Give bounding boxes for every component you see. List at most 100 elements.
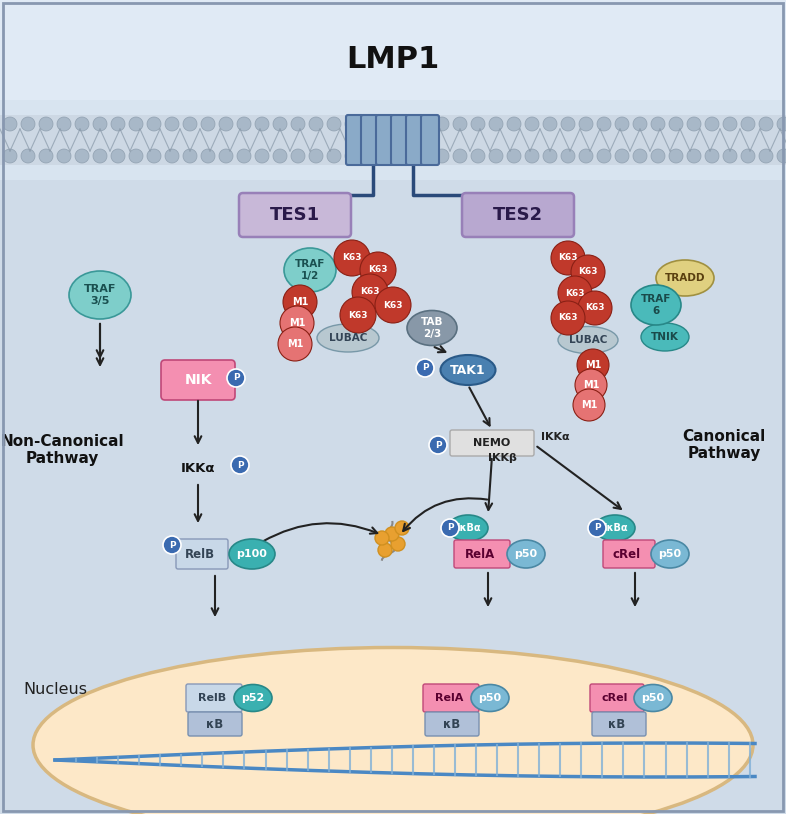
Circle shape [489, 149, 503, 163]
Text: K63: K63 [348, 310, 368, 320]
Circle shape [327, 149, 341, 163]
Circle shape [489, 117, 503, 131]
Text: p52: p52 [241, 693, 265, 703]
FancyBboxPatch shape [454, 540, 510, 568]
Circle shape [723, 117, 737, 131]
Circle shape [705, 149, 719, 163]
FancyBboxPatch shape [603, 540, 655, 568]
Bar [0, 0, 786, 120]
Circle shape [183, 117, 197, 131]
Text: p50: p50 [659, 549, 681, 559]
Circle shape [525, 117, 539, 131]
Circle shape [345, 149, 359, 163]
Circle shape [551, 241, 585, 275]
Circle shape [561, 149, 575, 163]
Circle shape [597, 117, 611, 131]
Circle shape [345, 117, 359, 131]
Text: P: P [421, 364, 428, 373]
Circle shape [375, 531, 389, 545]
Circle shape [378, 543, 392, 557]
Text: IκBα: IκBα [603, 523, 627, 533]
Text: K63: K63 [558, 313, 578, 322]
Ellipse shape [229, 539, 275, 569]
Circle shape [280, 306, 314, 340]
Text: TAK1: TAK1 [450, 364, 486, 377]
Text: cRel: cRel [602, 693, 628, 703]
FancyBboxPatch shape [423, 684, 479, 712]
Circle shape [705, 117, 719, 131]
Circle shape [237, 149, 251, 163]
FancyBboxPatch shape [462, 193, 574, 237]
Circle shape [417, 117, 431, 131]
Circle shape [165, 149, 179, 163]
Text: P: P [237, 461, 244, 470]
Text: P: P [169, 540, 175, 549]
Circle shape [57, 149, 71, 163]
Ellipse shape [641, 323, 689, 351]
Circle shape [571, 255, 605, 289]
Text: K63: K63 [342, 253, 362, 262]
Circle shape [334, 240, 370, 276]
Ellipse shape [558, 326, 618, 353]
Text: RelA: RelA [435, 693, 463, 703]
Circle shape [93, 149, 107, 163]
Circle shape [416, 359, 434, 377]
Circle shape [340, 297, 376, 333]
Circle shape [723, 149, 737, 163]
Circle shape [3, 117, 17, 131]
Text: p50: p50 [479, 693, 501, 703]
Text: cRel: cRel [613, 548, 641, 561]
Circle shape [525, 149, 539, 163]
Text: IκBα: IκBα [456, 523, 480, 533]
Text: LUBAC: LUBAC [329, 333, 367, 343]
Circle shape [615, 117, 629, 131]
Circle shape [741, 117, 755, 131]
Circle shape [291, 149, 305, 163]
Circle shape [278, 327, 312, 361]
Text: κB: κB [608, 717, 626, 730]
Text: NEMO: NEMO [473, 438, 511, 448]
Circle shape [219, 117, 233, 131]
Circle shape [363, 117, 377, 131]
Circle shape [93, 117, 107, 131]
Circle shape [507, 117, 521, 131]
Text: P: P [435, 440, 441, 449]
Text: TRAF
6: TRAF 6 [641, 294, 671, 316]
Text: IKKβ: IKKβ [487, 453, 516, 463]
Circle shape [3, 149, 17, 163]
Text: p50: p50 [641, 693, 664, 703]
Circle shape [165, 117, 179, 131]
Ellipse shape [448, 515, 488, 541]
Circle shape [597, 149, 611, 163]
Text: M1: M1 [585, 360, 601, 370]
FancyBboxPatch shape [391, 115, 409, 165]
Circle shape [543, 149, 557, 163]
Ellipse shape [507, 540, 545, 568]
Text: K63: K63 [384, 300, 402, 309]
Text: P: P [233, 374, 239, 383]
FancyBboxPatch shape [406, 115, 424, 165]
Circle shape [201, 149, 215, 163]
Circle shape [21, 117, 35, 131]
Circle shape [741, 149, 755, 163]
Circle shape [578, 291, 612, 325]
Circle shape [588, 519, 606, 537]
Text: K63: K63 [586, 304, 604, 313]
Ellipse shape [440, 355, 495, 385]
Circle shape [352, 274, 388, 310]
Text: RelB: RelB [198, 693, 226, 703]
Text: p50: p50 [515, 549, 538, 559]
Circle shape [147, 149, 161, 163]
Bar [0, 100, 786, 180]
Text: LMP1: LMP1 [347, 46, 439, 75]
Circle shape [577, 349, 609, 381]
Text: κB: κB [443, 717, 461, 730]
Circle shape [327, 117, 341, 131]
Circle shape [669, 117, 683, 131]
Circle shape [201, 117, 215, 131]
Ellipse shape [631, 285, 681, 325]
Text: TNIK: TNIK [651, 332, 679, 342]
Circle shape [777, 117, 786, 131]
Text: K63: K63 [565, 288, 585, 297]
Text: P: P [446, 523, 454, 532]
